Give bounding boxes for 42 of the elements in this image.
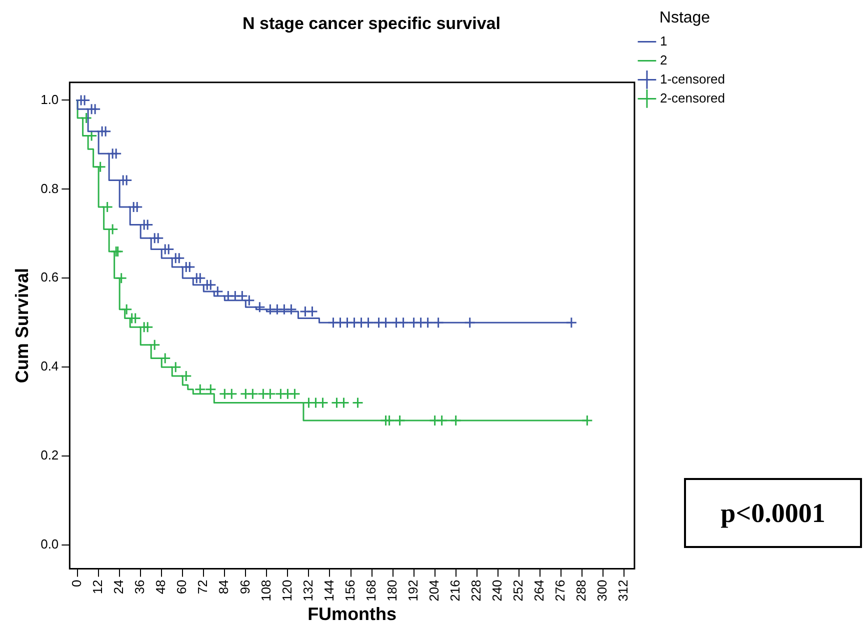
x-tick-label: 312 bbox=[616, 580, 631, 602]
x-tick-label: 60 bbox=[174, 580, 190, 594]
legend-label: 1-censored bbox=[660, 71, 726, 86]
x-axis-title: FUmonths bbox=[308, 604, 397, 624]
x-tick-label: 84 bbox=[216, 580, 232, 594]
y-axis-title: Cum Survival bbox=[12, 268, 32, 384]
x-tick-label: 288 bbox=[574, 580, 588, 602]
x-tick-label: 36 bbox=[132, 580, 148, 594]
x-tick-label: 96 bbox=[237, 580, 252, 594]
legend-label: 2-censored bbox=[660, 90, 726, 106]
x-tick-label: 204 bbox=[426, 580, 442, 602]
x-tick-label: 216 bbox=[447, 580, 462, 602]
legend-label: 2 bbox=[660, 52, 668, 68]
x-tick-label: 252 bbox=[510, 580, 526, 602]
x-tick-label: 240 bbox=[489, 580, 504, 602]
x-tick-label: 48 bbox=[153, 580, 168, 594]
legend-title: Nstage bbox=[659, 9, 710, 26]
x-tick-label: 24 bbox=[111, 580, 126, 594]
x-tick-label: 180 bbox=[384, 580, 400, 602]
x-tick-label: 108 bbox=[258, 580, 274, 602]
y-tick-label: 1.0 bbox=[40, 92, 59, 107]
legend-label: 1 bbox=[660, 33, 668, 48]
x-tick-label: 228 bbox=[468, 580, 484, 602]
x-tick-label: 156 bbox=[342, 580, 358, 602]
x-tick-label: 276 bbox=[552, 580, 568, 602]
x-tick-label: 72 bbox=[195, 580, 210, 594]
y-tick-label: 0.4 bbox=[40, 358, 59, 374]
y-tick-label: 0.2 bbox=[40, 448, 59, 463]
x-tick-label: 144 bbox=[321, 580, 336, 602]
x-tick-label: 168 bbox=[363, 580, 378, 602]
x-tick-label: 264 bbox=[531, 580, 546, 602]
x-tick-label: 132 bbox=[300, 580, 316, 602]
x-tick-label: 192 bbox=[405, 580, 420, 602]
chart-title: N stage cancer specific survival bbox=[242, 14, 500, 33]
y-tick-label: 0.8 bbox=[40, 180, 59, 196]
x-tick-label: 12 bbox=[90, 580, 106, 594]
x-tick-label: 300 bbox=[594, 580, 610, 602]
x-tick-label: 0 bbox=[69, 580, 84, 587]
y-tick-label: 0.6 bbox=[40, 270, 59, 285]
y-tick-label: 0.0 bbox=[40, 536, 59, 552]
text: p<0.0001 bbox=[684, 478, 862, 548]
x-tick-label: 120 bbox=[279, 580, 294, 602]
